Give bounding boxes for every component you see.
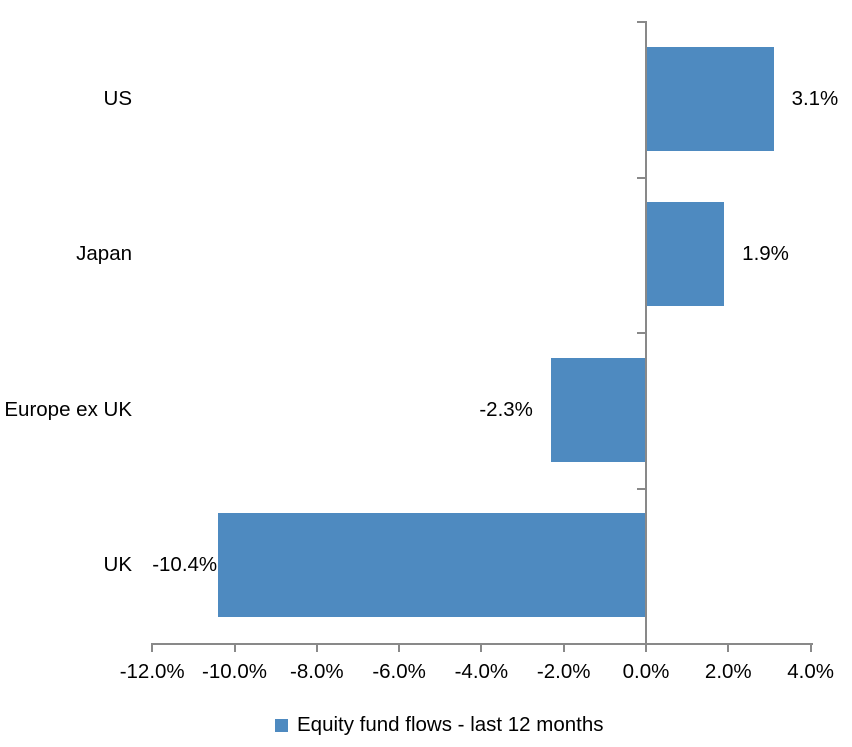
x-tick-label: -12.0% bbox=[119, 660, 185, 683]
bar-us bbox=[646, 46, 774, 151]
x-tick bbox=[809, 643, 812, 652]
x-tick-label: -4.0% bbox=[454, 660, 509, 683]
x-tick bbox=[398, 643, 401, 652]
category-label-europe-ex-uk: Europe ex UK bbox=[4, 397, 132, 421]
category-tick bbox=[637, 643, 646, 645]
x-tick bbox=[315, 643, 318, 652]
category-tick bbox=[637, 332, 646, 334]
bar-europe-ex-uk bbox=[551, 357, 646, 462]
x-tick bbox=[562, 643, 565, 652]
x-tick bbox=[233, 643, 236, 652]
x-tick bbox=[151, 643, 154, 652]
x-tick bbox=[480, 643, 483, 652]
x-tick-label: 4.0% bbox=[787, 660, 834, 683]
data-label-us: 3.1% bbox=[791, 86, 839, 110]
legend-swatch-icon bbox=[275, 718, 288, 732]
x-tick-label: 0.0% bbox=[622, 660, 670, 683]
category-tick bbox=[637, 487, 646, 490]
x-tick bbox=[727, 643, 730, 652]
category-tick bbox=[637, 176, 646, 179]
bar-uk bbox=[218, 513, 646, 618]
category-label-uk: UK bbox=[103, 553, 132, 577]
category-axis-line bbox=[645, 21, 647, 645]
category-label-japan: Japan bbox=[76, 242, 132, 266]
x-tick-label: -10.0% bbox=[202, 660, 267, 683]
x-tick bbox=[645, 643, 647, 652]
x-tick-label: -2.0% bbox=[536, 660, 591, 683]
data-label-europe-ex-uk: -2.3% bbox=[479, 397, 533, 421]
category-tick bbox=[637, 21, 646, 23]
x-tick-label: 2.0% bbox=[704, 660, 752, 683]
x-tick-label: -6.0% bbox=[372, 660, 426, 683]
category-label-us: US bbox=[103, 86, 132, 110]
legend: Equity fund flows - last 12 months bbox=[275, 712, 604, 738]
data-label-uk: -10.4% bbox=[152, 553, 218, 577]
x-tick-label: -8.0% bbox=[290, 660, 344, 683]
legend-label: Equity fund flows - last 12 months bbox=[297, 713, 604, 736]
data-label-japan: 1.9% bbox=[742, 242, 789, 266]
bar-japan bbox=[646, 202, 725, 307]
